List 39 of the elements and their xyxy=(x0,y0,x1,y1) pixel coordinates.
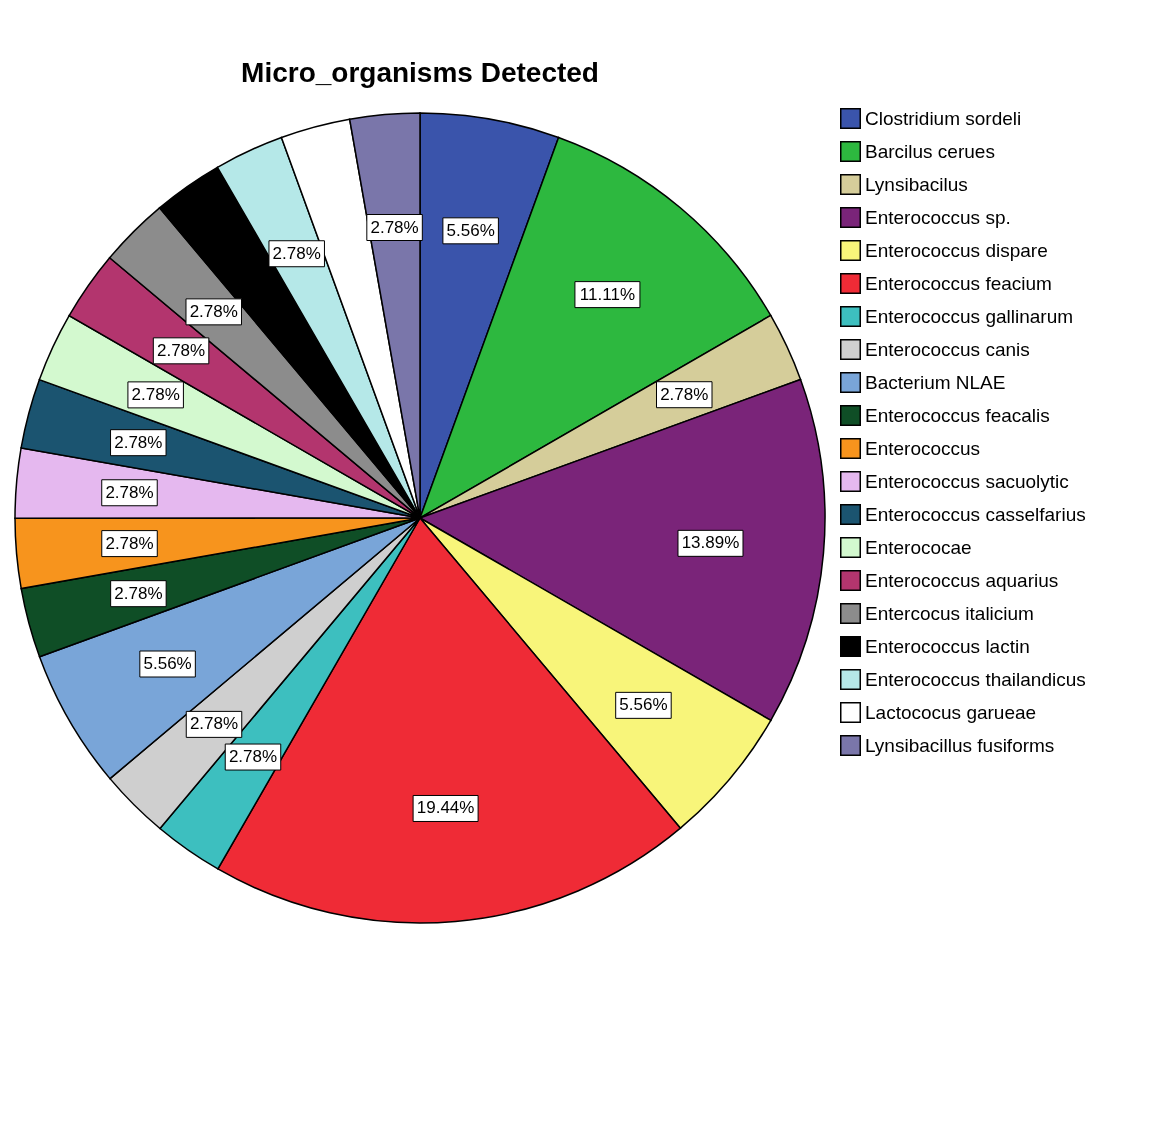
data-label: 13.89% xyxy=(681,533,740,553)
data-label: 2.78% xyxy=(105,482,154,502)
legend-label: Enterococcus gallinarum xyxy=(865,305,1074,327)
legend-label: Enterococcus feacalis xyxy=(865,404,1050,426)
legend-label: Clostridium sordeli xyxy=(865,107,1022,129)
legend-label: Enterococcus lactin xyxy=(865,635,1030,657)
legend-label: Enterococcus xyxy=(865,437,981,459)
legend-label: Enterococcus feacium xyxy=(865,272,1052,294)
legend-label: Enterococcus aquarius xyxy=(865,569,1059,591)
chart-title: Micro_organisms Detected xyxy=(241,57,599,88)
data-label: 2.78% xyxy=(156,340,206,360)
data-label: 2.78% xyxy=(114,583,163,603)
legend-label: Enterococae xyxy=(865,536,972,558)
data-label: 2.78% xyxy=(189,714,239,734)
data-label: 19.44% xyxy=(416,798,475,818)
legend-label: Lynsibacilus xyxy=(865,173,968,195)
legend-label: Enterococcus sacuolytic xyxy=(865,470,1069,492)
legend-label: Lynsibacillus fusiforms xyxy=(865,734,1055,756)
data-label: 5.56% xyxy=(619,695,668,715)
data-label: 2.78% xyxy=(370,217,419,237)
data-label: 2.78% xyxy=(228,747,278,767)
legend-label: Barcilus cerues xyxy=(865,140,995,162)
data-label: 5.56% xyxy=(143,654,192,674)
legend-label: Enterococcus canis xyxy=(865,338,1030,360)
legend-label: Enterococcus dispare xyxy=(865,239,1048,261)
data-label: 2.78% xyxy=(105,533,154,553)
data-label: 2.78% xyxy=(189,301,238,321)
legend-label: Lactococus garueae xyxy=(865,701,1037,723)
legend-label: Entercocus italicium xyxy=(865,602,1034,624)
data-label: 2.78% xyxy=(131,384,180,404)
legend-label: Enterococcus sp. xyxy=(865,206,1011,228)
data-label: 5.56% xyxy=(446,220,495,240)
legend-label: Enterococcus thailandicus xyxy=(865,668,1086,690)
data-label: 2.78% xyxy=(114,432,163,452)
data-label: 11.11% xyxy=(579,284,635,304)
legend-label: Enterococcus casselfarius xyxy=(865,503,1086,525)
data-label: 2.78% xyxy=(272,243,321,263)
data-label: 2.78% xyxy=(660,384,709,404)
legend-label: Bacterium NLAE xyxy=(865,371,1006,393)
